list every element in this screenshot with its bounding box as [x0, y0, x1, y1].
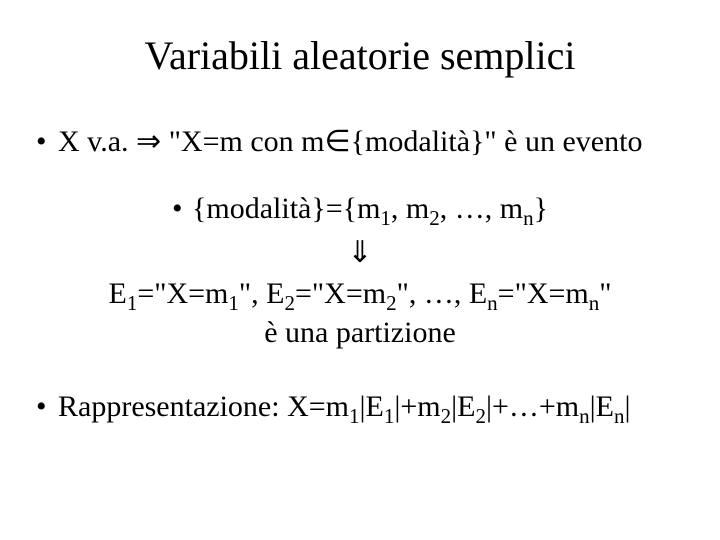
- b1-post: "X=m con m: [161, 125, 324, 158]
- bullet-dot-icon: •: [36, 388, 58, 426]
- implies-icon: ⇒: [136, 125, 161, 158]
- r-c5: |E: [590, 390, 614, 423]
- r-c1: |E: [360, 390, 384, 423]
- r-c4: |+…+m: [486, 390, 579, 423]
- r-s1: 1: [349, 404, 360, 428]
- r-c3: |E: [451, 390, 475, 423]
- b1-post2: {modalità}" è un evento: [351, 125, 643, 158]
- r-snb: n: [614, 404, 625, 428]
- p-e1s2: 1: [228, 291, 239, 315]
- bullet-1: • X v.a. ⇒ "X=m con m∈{modalità}" è un e…: [36, 123, 684, 161]
- mod-s2: 2: [429, 206, 440, 230]
- p-ens: n: [487, 291, 498, 315]
- r-sn: n: [579, 404, 590, 428]
- r-s1b: 1: [384, 404, 395, 428]
- slide: Variabili aleatorie semplici • X v.a. ⇒ …: [0, 0, 720, 540]
- partition-line1: E1="X=m1", E2="X=m2", …, En="X=mn": [36, 274, 684, 313]
- modalita-text: {modalità}={m1, m2, …, mn}: [192, 189, 548, 228]
- bullet-dot-icon: •: [172, 189, 192, 228]
- representation-text: Rappresentazione: X=m1|E1|+m2|E2|+…+mn|E…: [58, 388, 684, 426]
- r-s2: 2: [441, 404, 452, 428]
- r-c6: |: [624, 390, 630, 423]
- partition-line2: è una partizione: [36, 313, 684, 352]
- r-c2: |+m: [394, 390, 440, 423]
- p-ens2: n: [589, 291, 600, 315]
- p-e2s: 2: [284, 291, 295, 315]
- mod-c2: , …, m: [440, 192, 523, 225]
- element-of-icon: ∈: [325, 125, 351, 158]
- r-pre: Rappresentazione: X=m: [58, 390, 349, 423]
- mod-close: }: [534, 192, 548, 225]
- b1-pre: X v.a.: [58, 125, 136, 158]
- p-e2b: ="X=m: [295, 277, 386, 310]
- bullet-3: • Rappresentazione: X=m1|E1|+m2|E2|+…+mn…: [36, 388, 684, 426]
- slide-title: Variabili aleatorie semplici: [36, 32, 684, 79]
- bullet-1-text: X v.a. ⇒ "X=m con m∈{modalità}" è un eve…: [58, 123, 684, 161]
- down-arrow-icon: ⇓: [36, 238, 684, 268]
- p-e1s: 1: [127, 291, 138, 315]
- p-enc: ": [599, 277, 611, 310]
- p-e1a: E: [108, 277, 126, 310]
- mod-s1: 1: [380, 206, 391, 230]
- bullet-dot-icon: •: [36, 123, 58, 161]
- modalita-block: • {modalità}={m1, m2, …, mn}: [36, 189, 684, 228]
- mod-pre: {modalità}={m: [192, 192, 380, 225]
- mod-sn: n: [523, 206, 534, 230]
- p-e2s2: 2: [386, 291, 397, 315]
- p-enb: ="X=m: [498, 277, 589, 310]
- partition-block: E1="X=m1", E2="X=m2", …, En="X=mn" è una…: [36, 274, 684, 352]
- r-s2b: 2: [475, 404, 486, 428]
- p-e2c: ", …, E: [397, 277, 488, 310]
- mod-c1: , m: [391, 192, 429, 225]
- bullet-2: • {modalità}={m1, m2, …, mn}: [172, 189, 548, 228]
- p-e1b: ="X=m: [137, 277, 228, 310]
- p-e1c: ", E: [239, 277, 285, 310]
